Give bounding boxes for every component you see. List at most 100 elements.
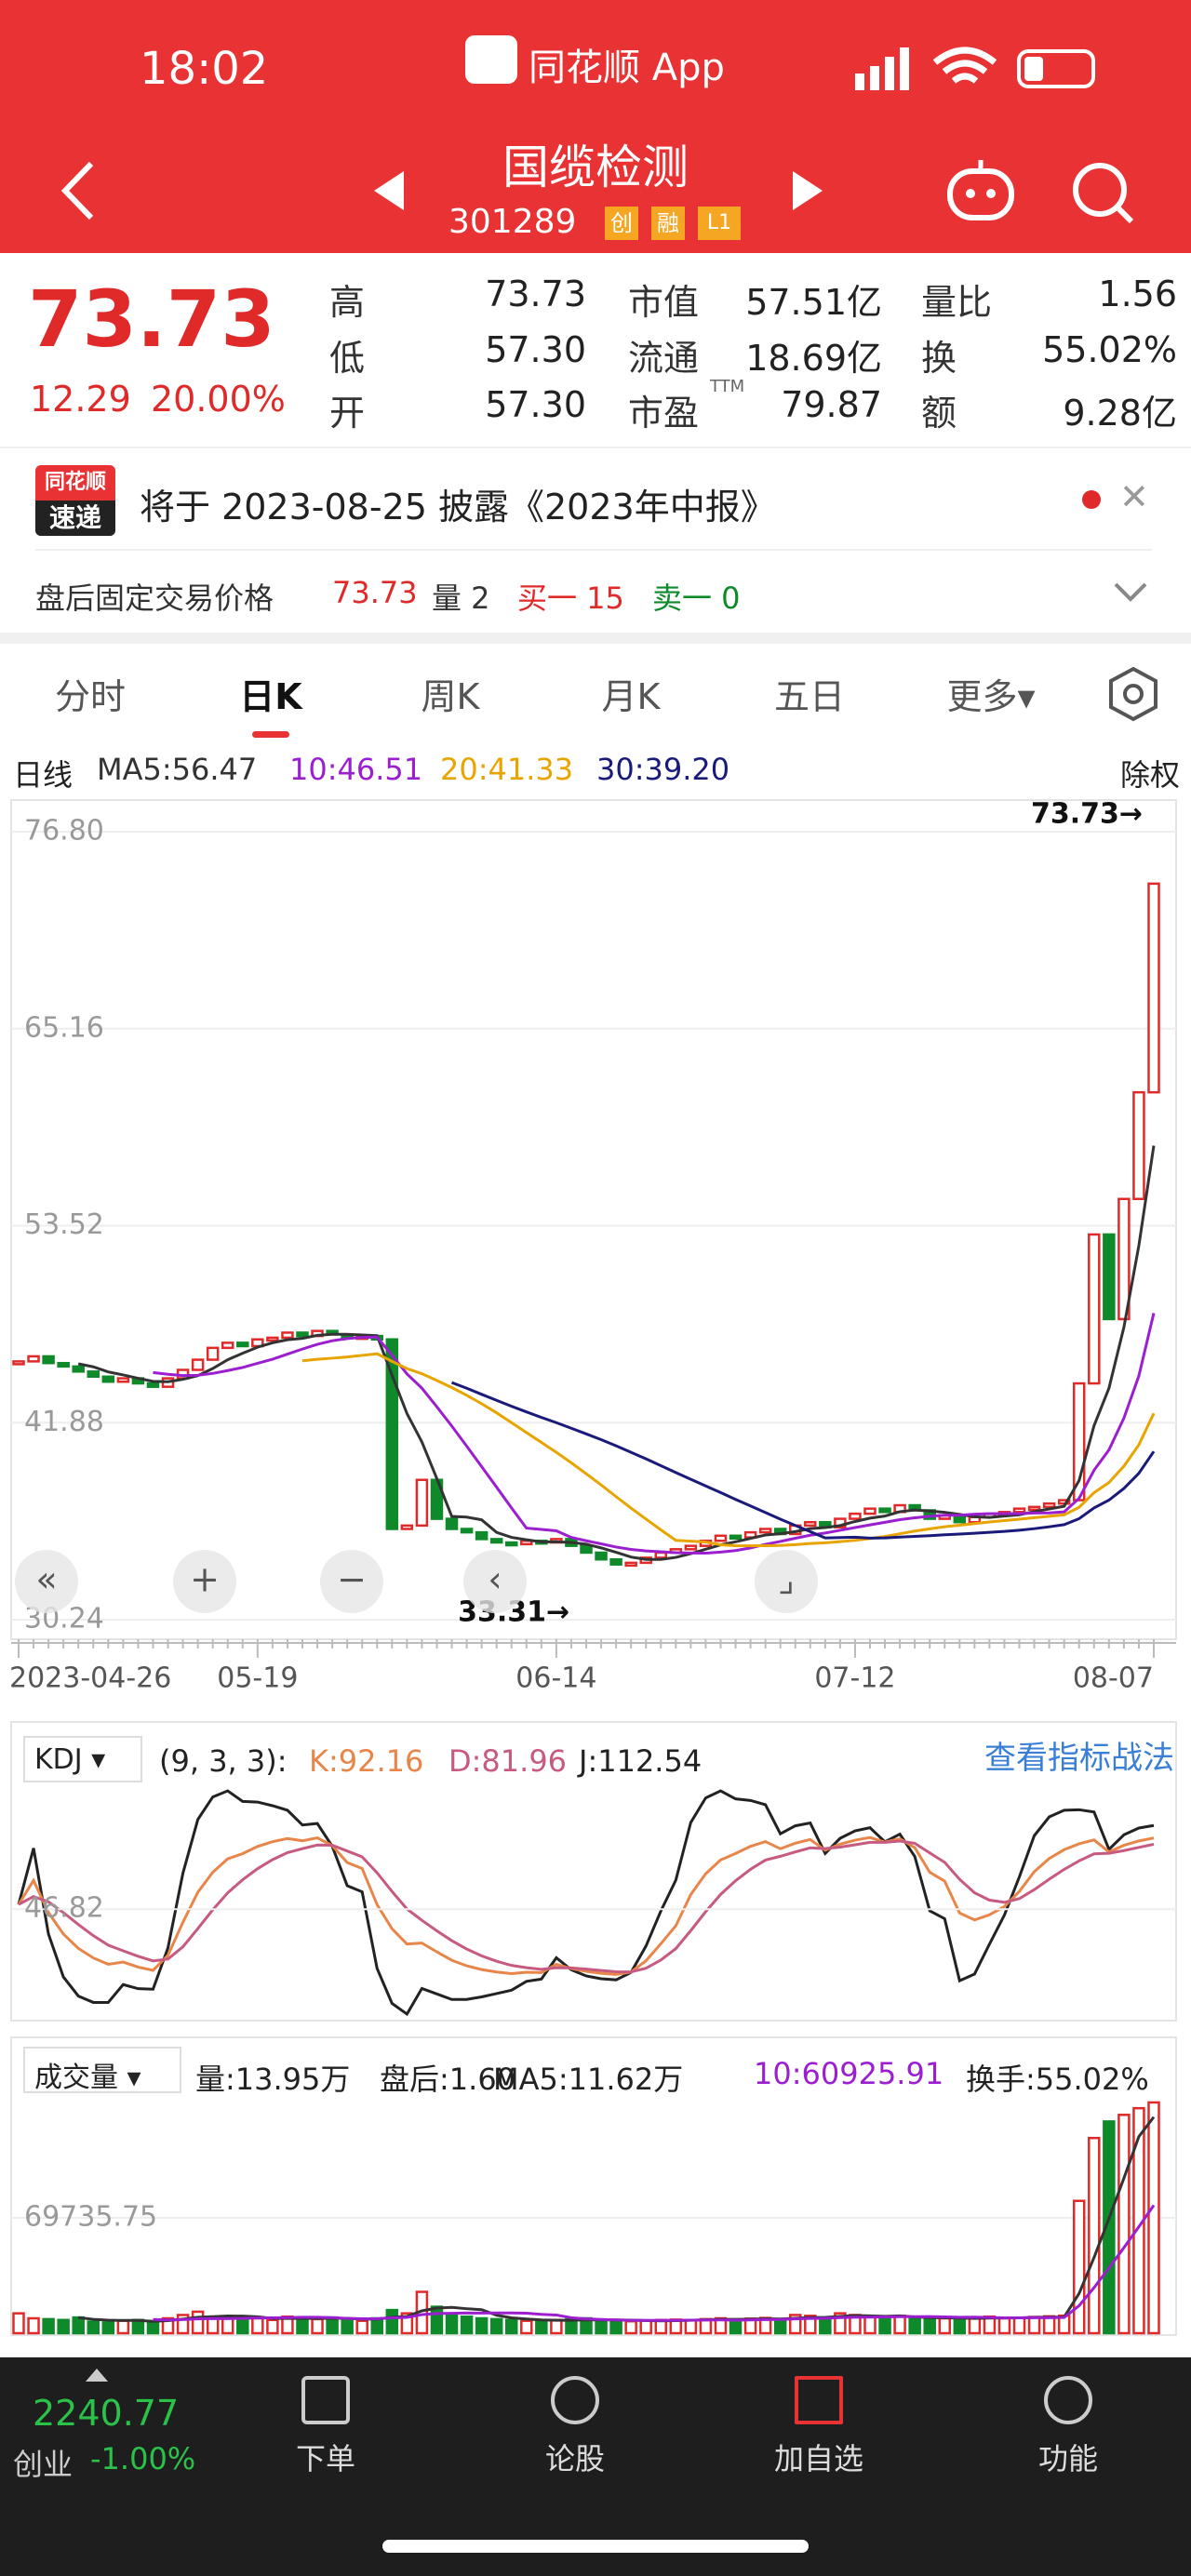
badge: 融 bbox=[651, 207, 685, 240]
ma-line bbox=[153, 1313, 1156, 1555]
up-arrow bbox=[86, 2369, 108, 2382]
volume-bar bbox=[311, 2317, 324, 2335]
volume-bar bbox=[57, 2318, 70, 2335]
candle bbox=[804, 1520, 817, 1528]
vol-turnover: 换手:55.02% bbox=[966, 2062, 1149, 2097]
annotation: 73.73→ bbox=[1031, 798, 1143, 831]
chart-control[interactable] bbox=[15, 1550, 78, 1613]
volume-bar bbox=[236, 2317, 249, 2335]
ma-line bbox=[450, 1381, 1156, 1540]
quote-label: 开 bbox=[329, 393, 366, 434]
vol-ma10: 10:60925.91 bbox=[754, 2056, 944, 2091]
header: 18:02 同花顺 App 国缆检测 301289 创 融 L1 bbox=[0, 0, 1191, 253]
x-tick-label: 08-07 bbox=[1073, 1662, 1154, 1695]
prev-stock[interactable] bbox=[370, 167, 408, 214]
tabs: 分时 日K 周K 月K 五日 更多▾ bbox=[0, 644, 1191, 742]
chart-control[interactable] bbox=[463, 1550, 527, 1613]
chart-control[interactable] bbox=[755, 1550, 818, 1613]
tab[interactable]: 更多▾ bbox=[946, 676, 1036, 717]
volume-bar bbox=[997, 2316, 1011, 2335]
tab[interactable]: 日K bbox=[239, 676, 302, 717]
nav-label[interactable]: 论股 bbox=[544, 2441, 605, 2476]
back-button[interactable] bbox=[56, 158, 102, 223]
kdj-params: (9, 3, 3): bbox=[159, 1743, 288, 1779]
quote-value: 57.51亿 bbox=[745, 282, 882, 323]
volume-bar bbox=[101, 2321, 115, 2335]
volume-bar bbox=[595, 2319, 608, 2335]
volume-bar bbox=[251, 2316, 264, 2335]
change: 12.29 bbox=[30, 379, 131, 420]
candle bbox=[1117, 1197, 1131, 1321]
candle bbox=[191, 1358, 205, 1371]
tab-indicator bbox=[252, 731, 289, 738]
candle bbox=[146, 1381, 160, 1388]
volume-bar bbox=[819, 2316, 832, 2335]
candle bbox=[27, 1355, 40, 1363]
candle bbox=[849, 1512, 862, 1520]
notice: 同花顺 速递 将于 2023-08-25 披露《2023年中报》 ✕ 盘后固定交… bbox=[0, 447, 1191, 633]
quote-label: 流通 bbox=[628, 338, 700, 379]
volume-bar bbox=[296, 2316, 309, 2335]
candle bbox=[42, 1355, 55, 1365]
quote-value: 57.30 bbox=[485, 384, 586, 425]
volume-bar bbox=[116, 2319, 130, 2335]
vol-ma10-line bbox=[153, 2204, 1156, 2322]
next-stock[interactable] bbox=[789, 167, 826, 214]
volume-bar bbox=[609, 2320, 622, 2335]
nav-label[interactable]: 下单 bbox=[295, 2441, 355, 2476]
tab[interactable]: 分时 bbox=[54, 676, 126, 717]
chart-control[interactable] bbox=[173, 1550, 236, 1613]
nav-label[interactable]: 功能 bbox=[1037, 2441, 1098, 2476]
quote-label: 市盈 bbox=[628, 393, 700, 434]
nav-label[interactable]: 加自选 bbox=[773, 2441, 863, 2476]
candle bbox=[266, 1336, 279, 1342]
candle bbox=[87, 1370, 100, 1379]
candle bbox=[236, 1341, 249, 1348]
quote-value: 57.30 bbox=[485, 329, 586, 370]
tab[interactable]: 周K bbox=[421, 676, 480, 717]
chart-control[interactable] bbox=[320, 1550, 383, 1613]
after-price: 73.73 bbox=[332, 575, 418, 610]
divider bbox=[35, 549, 1152, 551]
volume-bar bbox=[370, 2316, 384, 2335]
close[interactable]: ✕ bbox=[1119, 476, 1149, 517]
candle bbox=[1027, 1505, 1041, 1512]
after-label: 盘后固定交易价格 bbox=[35, 581, 274, 616]
ma-line bbox=[77, 1145, 1156, 1561]
volume-bar bbox=[863, 2316, 877, 2335]
notice-text[interactable]: 将于 2023-08-25 披露《2023年中报》 bbox=[140, 487, 776, 527]
settings[interactable] bbox=[1107, 666, 1159, 722]
kdj-select[interactable]: KDJ ▾ bbox=[23, 1736, 142, 1782]
expand[interactable] bbox=[1112, 579, 1149, 607]
candle bbox=[72, 1365, 85, 1373]
x-tick-label: 2023-04-26 bbox=[9, 1662, 171, 1695]
candle bbox=[1088, 1233, 1101, 1385]
kdj-k: K:92.16 bbox=[309, 1743, 424, 1779]
robot-icon[interactable] bbox=[944, 158, 1019, 223]
kdj-link[interactable]: 查看指标战法 bbox=[984, 1740, 1174, 1777]
kdj-d: D:81.96 bbox=[448, 1743, 568, 1779]
candle bbox=[504, 1541, 518, 1547]
status-icons bbox=[855, 47, 1095, 90]
volume-bar bbox=[72, 2316, 85, 2335]
candle bbox=[609, 1557, 622, 1566]
volume-bar bbox=[624, 2319, 637, 2335]
candle bbox=[400, 1524, 414, 1530]
volume-bar bbox=[146, 2320, 160, 2335]
quote-label: 额 bbox=[921, 393, 957, 434]
quote-label: 低 bbox=[329, 338, 366, 379]
after-volume: 量 2 bbox=[432, 581, 490, 616]
volume-bar bbox=[400, 2312, 414, 2335]
vol-select[interactable]: 成交量 ▾ bbox=[23, 2047, 181, 2094]
kdj-j-line bbox=[17, 1789, 1155, 2017]
search-icon[interactable] bbox=[1070, 160, 1135, 225]
tab[interactable]: 月K bbox=[601, 676, 661, 717]
adjust[interactable]: 除权 bbox=[1119, 757, 1180, 793]
quote-label: 换 bbox=[921, 338, 957, 379]
tab[interactable]: 五日 bbox=[773, 676, 845, 717]
volume-bar bbox=[341, 2318, 354, 2335]
badge: L1 bbox=[698, 207, 741, 240]
app-name: 同花顺 App bbox=[529, 47, 725, 89]
index-change: -1.00% bbox=[90, 2441, 196, 2476]
